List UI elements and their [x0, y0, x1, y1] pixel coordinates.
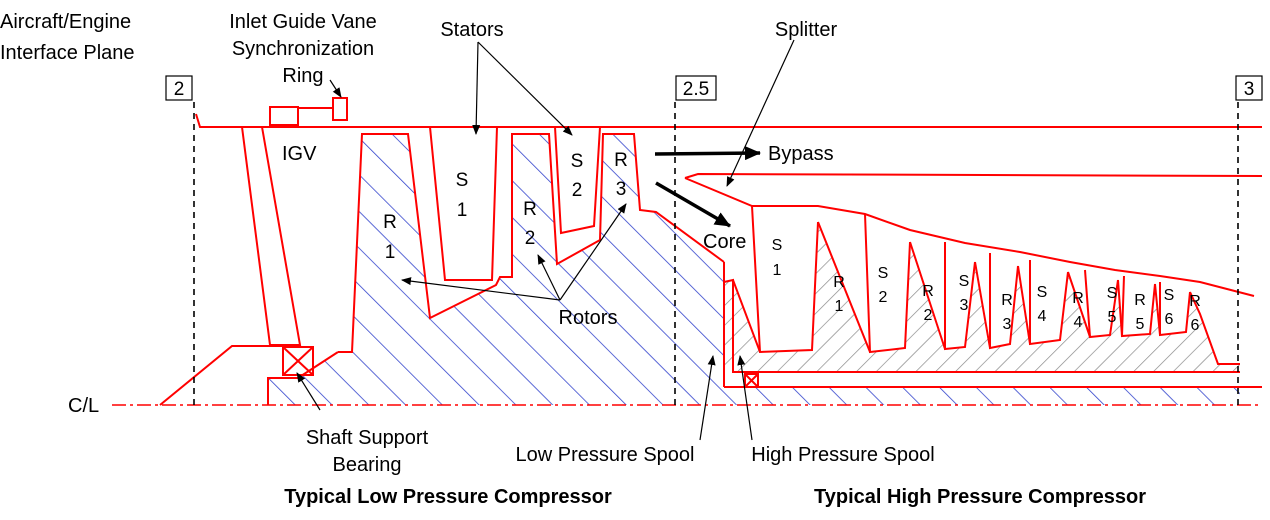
station-3: 3	[1244, 79, 1255, 100]
hpc-s5-letter: S	[1107, 285, 1118, 302]
lpc-r1-number: 1	[385, 242, 396, 263]
core-label: Core	[703, 231, 746, 253]
hpc-r6-number: 6	[1191, 317, 1200, 334]
hpc-s3-number: 3	[960, 297, 969, 314]
hpc-r4-letter: R	[1072, 290, 1084, 307]
lpc-title: Typical Low Pressure Compressor	[284, 486, 612, 508]
hpc-title: Typical High Pressure Compressor	[814, 486, 1146, 508]
hpc-s2-number: 2	[879, 289, 888, 306]
hpc-s3-letter: S	[959, 273, 970, 290]
igv-ring-label-3: Ring	[282, 65, 323, 87]
lpc-s1-letter: S	[456, 170, 469, 191]
lp-spool-label: Low Pressure Spool	[516, 444, 695, 466]
hpc-s2-letter: S	[878, 265, 889, 282]
lpc-r2-letter: R	[523, 199, 537, 220]
lp-spool-hub	[268, 134, 724, 405]
casing-outline	[159, 97, 1263, 406]
lpc-s2-letter: S	[571, 151, 584, 172]
shaft-support-bearing	[282, 346, 314, 376]
hpc-r2-number: 2	[924, 307, 933, 324]
hpc-r3-letter: R	[1001, 292, 1013, 309]
igv-label: IGV	[282, 143, 317, 165]
leader-lines	[296, 39, 795, 441]
lpc-r3-letter: R	[614, 150, 628, 171]
hpc-s6-letter: S	[1164, 287, 1175, 304]
centerline-label: C/L	[68, 395, 99, 417]
station-2-5: 2.5	[683, 79, 709, 100]
hpc-s4-number: 4	[1038, 308, 1047, 325]
hpc-r6-letter: R	[1189, 293, 1201, 310]
rotors-label: Rotors	[559, 307, 618, 329]
bearing-label: Shaft Support	[306, 427, 429, 449]
hpc-s1-letter: S	[772, 237, 783, 254]
hpc-r1-letter: R	[833, 274, 845, 291]
station-boxes	[165, 75, 1263, 101]
hpc-s4-letter: S	[1037, 284, 1048, 301]
lpc-r2-number: 2	[525, 228, 536, 249]
interface-plane-label: Aircraft/Engine	[0, 11, 131, 33]
hp-shaft	[724, 387, 1240, 405]
hpc-s1-number: 1	[773, 262, 782, 279]
station-2: 2	[174, 79, 185, 100]
hpc-r4-number: 4	[1074, 314, 1083, 331]
hpc-s5-number: 5	[1108, 309, 1117, 326]
lpc-s1-number: 1	[457, 200, 468, 221]
hpc-r2-letter: R	[922, 283, 934, 300]
splitter-label: Splitter	[775, 19, 838, 41]
igv-ring-label-2: Synchronization	[232, 38, 374, 60]
hp-bearing	[744, 373, 759, 388]
hpc-s6-number: 6	[1165, 311, 1174, 328]
lpc-r1-letter: R	[383, 212, 397, 233]
interface-plane-label-2: Interface Plane	[0, 42, 135, 64]
hpc-r3-number: 3	[1003, 316, 1012, 333]
hpc-r1-number: 1	[835, 298, 844, 315]
bypass-label: Bypass	[768, 143, 834, 165]
flow-arrows	[654, 146, 761, 228]
lpc-r3-number: 3	[616, 179, 627, 200]
lpc-s2-number: 2	[572, 180, 583, 201]
bearing-label-2: Bearing	[333, 454, 402, 476]
hpc-r5-number: 5	[1136, 316, 1145, 333]
stators-label: Stators	[440, 19, 503, 41]
igv-ring-label: Inlet Guide Vane	[229, 11, 377, 33]
hp-spool-label: High Pressure Spool	[751, 444, 934, 466]
hpc-r5-letter: R	[1134, 292, 1146, 309]
